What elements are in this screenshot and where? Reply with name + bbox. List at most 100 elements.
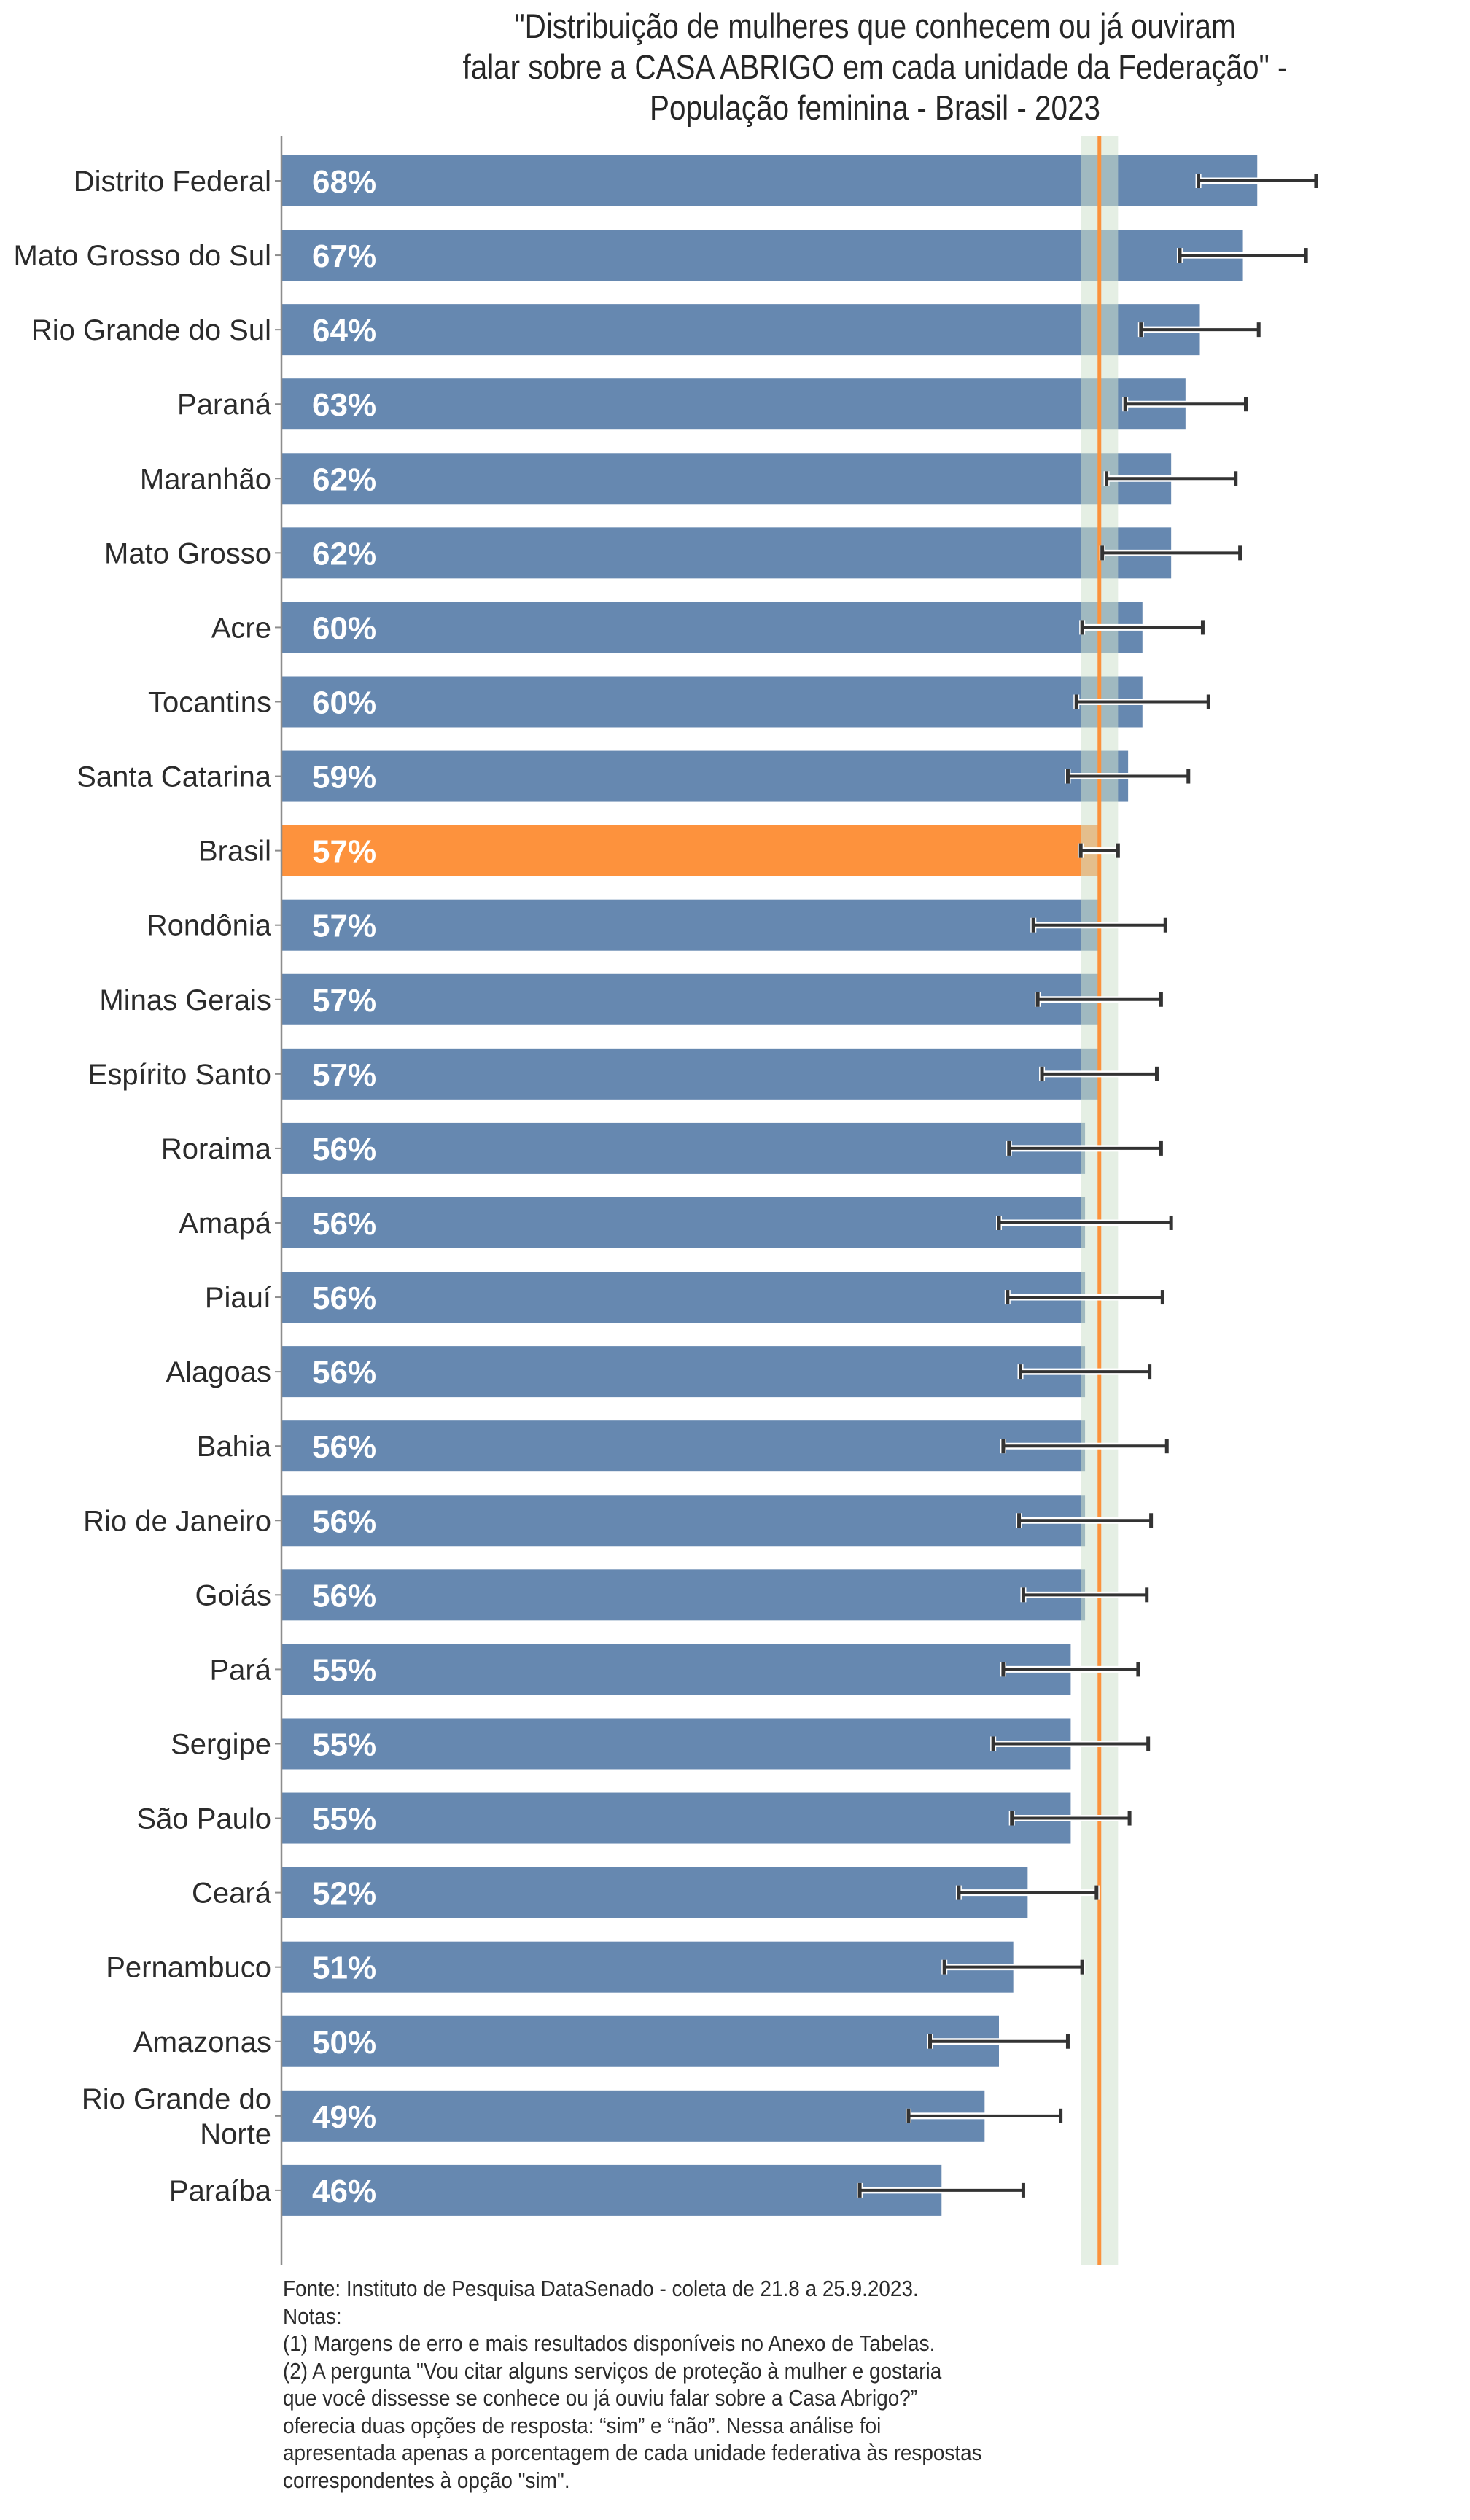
- error-bar: [941, 1959, 1086, 1975]
- category-label: Alagoas: [166, 1356, 271, 1388]
- category-label: Minas Gerais: [99, 984, 271, 1016]
- bar: [281, 1048, 1100, 1100]
- category-label-line: Norte: [200, 2118, 271, 2150]
- category-label: Paraná: [177, 389, 272, 421]
- value-label: 60%: [312, 610, 376, 646]
- error-bar: [1176, 248, 1310, 263]
- error-bar: [1008, 1811, 1133, 1826]
- bar: [281, 2164, 942, 2216]
- chart-title: "Distribuição de mulheres que conhecem o…: [436, 6, 1314, 128]
- bar: [281, 750, 1129, 802]
- reference-line: [1097, 136, 1102, 2265]
- error-bar: [1017, 1364, 1153, 1380]
- category-label: Mato Grosso: [104, 537, 271, 569]
- value-label: 57%: [312, 983, 376, 1019]
- bar: [281, 899, 1100, 951]
- error-bar: [1079, 620, 1206, 635]
- bar: [281, 1867, 1028, 1918]
- bar: [281, 2090, 985, 2142]
- note-line: apresentada apenas a porcentagem de cada…: [283, 2440, 982, 2465]
- bar: [281, 378, 1186, 430]
- value-label: 55%: [312, 1727, 376, 1762]
- value-label: 64%: [312, 313, 376, 349]
- value-label: 60%: [312, 685, 376, 720]
- value-label: 56%: [312, 1280, 376, 1316]
- error-bar: [1073, 694, 1212, 709]
- category-label: Pernambuco: [106, 1952, 271, 1984]
- category-label: Tocantins: [148, 686, 271, 718]
- category-label: Santa Catarina: [77, 761, 272, 793]
- category-label: Paraíba: [169, 2175, 272, 2207]
- category-labels: Distrito Federal Mato Grosso do Sul Rio Gr…: [14, 166, 272, 2207]
- category-label: Distrito Federal: [74, 166, 271, 198]
- category-label: Espírito Santo: [88, 1059, 271, 1091]
- bar: [281, 1346, 1086, 1398]
- category-label: Pará: [210, 1654, 272, 1686]
- bar: [281, 453, 1172, 505]
- category-label: São Paulo: [136, 1803, 271, 1835]
- error-bar: [1103, 471, 1239, 486]
- bar: [281, 676, 1143, 728]
- value-label: 56%: [312, 1206, 376, 1242]
- chart-title-line: "Distribuição de mulheres que conhecem o…: [514, 7, 1236, 45]
- note-line: correspondentes à opção "sim".: [283, 2467, 570, 2493]
- bar: [281, 1272, 1086, 1323]
- notes-heading: Notas:: [283, 2303, 342, 2329]
- error-bar: [1035, 992, 1164, 1007]
- category-label: Mato Grosso do Sul: [14, 240, 272, 272]
- error-bar: [1039, 1066, 1160, 1081]
- note-line: oferecia duas opções de resposta: “sim” …: [283, 2412, 882, 2438]
- source-line: Fonte: Instituto de Pesquisa DataSenado …: [283, 2276, 919, 2301]
- error-bar: [1006, 1140, 1164, 1156]
- error-bar: [857, 2182, 1027, 2198]
- error-bar: [996, 1215, 1175, 1230]
- category-label: Rio Grande do Norte: [82, 2083, 271, 2150]
- error-bar: [1000, 1662, 1141, 1677]
- bar: [281, 2015, 999, 2067]
- bar: [281, 602, 1143, 653]
- category-label: Amapá: [179, 1208, 271, 1240]
- bar: [281, 304, 1200, 356]
- error-bar: [1016, 1513, 1154, 1528]
- bar: [281, 1197, 1086, 1248]
- value-label: 62%: [312, 536, 376, 572]
- value-label: 50%: [312, 2025, 376, 2061]
- value-label: 56%: [312, 1132, 376, 1167]
- bar: [281, 1569, 1086, 1621]
- error-bar: [1065, 769, 1191, 784]
- category-label: Rondônia: [147, 910, 272, 942]
- value-label: 57%: [312, 909, 376, 944]
- bar: [281, 1718, 1071, 1770]
- value-label: 57%: [312, 1057, 376, 1093]
- bar: [281, 1644, 1071, 1695]
- category-label: Rio Grande do Sul: [31, 314, 271, 346]
- category-label: Acre: [211, 612, 271, 644]
- value-label: 67%: [312, 238, 376, 274]
- category-label: Amazonas: [133, 2026, 271, 2058]
- error-bar: [1195, 174, 1319, 188]
- source-notes: Fonte: Instituto de Pesquisa DataSenado …: [283, 2275, 1103, 2494]
- error-bar: [1004, 1290, 1166, 1305]
- error-bar: [1099, 545, 1243, 561]
- error-bar: [1138, 322, 1262, 338]
- value-label: 62%: [312, 462, 376, 497]
- category-label: Roraima: [161, 1133, 272, 1165]
- error-bar: [1020, 1587, 1150, 1603]
- value-label: 68%: [312, 164, 376, 200]
- error-bar: [1122, 397, 1249, 412]
- error-bar: [990, 1736, 1151, 1751]
- category-label: Bahia: [197, 1431, 272, 1463]
- value-label: 55%: [312, 1652, 376, 1688]
- value-label: 56%: [312, 1578, 376, 1614]
- value-label: 57%: [312, 834, 376, 870]
- error-bar: [1000, 1439, 1170, 1454]
- chart-title-line: População feminina - Brasil - 2023: [650, 88, 1100, 127]
- value-label: 49%: [312, 2099, 376, 2135]
- error-bar: [906, 2108, 1064, 2123]
- value-label: 46%: [312, 2174, 376, 2209]
- value-labels: 68% 67% 64% 63% 62% 62% 60% 60% 59% 57% 57% 57% 57% 5…: [312, 164, 376, 2209]
- category-label-line: Rio Grande do: [82, 2083, 271, 2115]
- note-line: (1) Margens de erro e mais resultados di…: [283, 2330, 936, 2356]
- value-label: 52%: [312, 1876, 376, 1912]
